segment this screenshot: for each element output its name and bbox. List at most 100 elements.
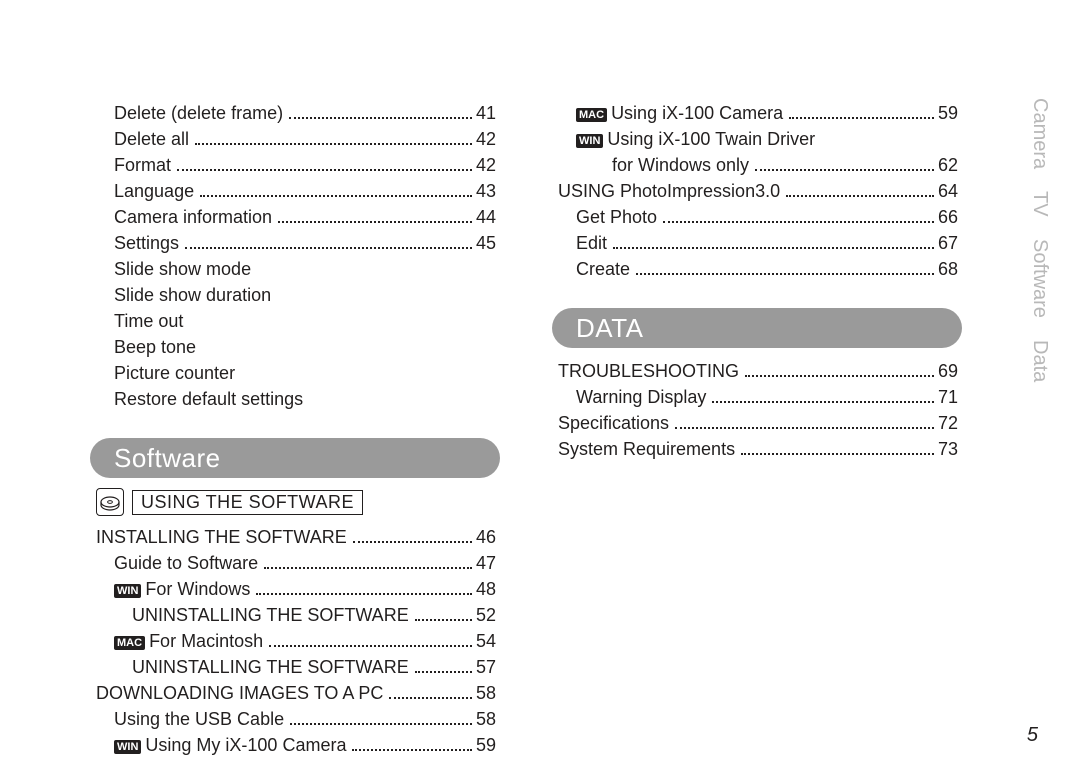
toc-label: MAC Using iX-100 Camera	[576, 100, 783, 126]
toc-row: TROUBLESHOOTING 69	[558, 358, 958, 384]
toc-label: Language	[114, 178, 194, 204]
toc-row: WIN Using My iX-100 Camera 59	[96, 732, 496, 758]
toc-label: Specifications	[558, 410, 669, 436]
section-header-software: Software	[90, 438, 500, 478]
toc-leader	[789, 107, 934, 119]
toc-leader	[352, 739, 472, 751]
toc-page: 69	[938, 358, 958, 384]
toc-page: 54	[476, 628, 496, 654]
toc-page: 73	[938, 436, 958, 462]
toc-leader	[745, 365, 934, 377]
toc-row: for Windows only 62	[558, 152, 958, 178]
toc-row: Language 43	[96, 178, 496, 204]
toc-leader	[289, 107, 472, 119]
section-header-data: DATA	[552, 308, 962, 348]
toc-label: Format	[114, 152, 171, 178]
toc-block-software: INSTALLING THE SOFTWARE 46 Guide to Soft…	[96, 524, 496, 758]
toc-label: WINUsing iX-100 Twain Driver	[576, 126, 815, 152]
toc-leader	[712, 391, 934, 403]
chapter-title: USING THE SOFTWARE	[132, 490, 363, 515]
toc-page: 72	[938, 410, 958, 436]
toc-leader	[200, 185, 472, 197]
toc-leader	[353, 531, 472, 543]
toc-leader	[185, 237, 472, 249]
toc-leader	[663, 211, 934, 223]
toc-label: Edit	[576, 230, 607, 256]
toc-label-text: For Windows	[145, 579, 250, 599]
toc-row: Delete all 42	[96, 126, 496, 152]
toc-row: UNINSTALLING THE SOFTWARE 57	[96, 654, 496, 680]
toc-row: USING PhotoImpression3.0 64	[558, 178, 958, 204]
win-badge-icon: WIN	[114, 740, 141, 754]
toc-row: Camera information 44	[96, 204, 496, 230]
toc-leader	[675, 417, 934, 429]
toc-label: Delete (delete frame)	[114, 100, 283, 126]
toc-block-software-continued: MACUsing iX-100 Camera 59 WINUsing iX-10…	[558, 100, 958, 282]
toc-page: 57	[476, 654, 496, 680]
toc-page: 41	[476, 100, 496, 126]
toc-row: WINFor Windows 48	[96, 576, 496, 602]
toc-row: UNINSTALLING THE SOFTWARE 52	[96, 602, 496, 628]
toc-leader	[741, 443, 934, 455]
toc-row: Delete (delete frame) 41	[96, 100, 496, 126]
toc-label: Guide to Software	[114, 550, 258, 576]
toc-page: 64	[938, 178, 958, 204]
toc-page: 59	[476, 732, 496, 758]
toc-page: 47	[476, 550, 496, 576]
toc-page: 44	[476, 204, 496, 230]
toc-page: 68	[938, 256, 958, 282]
toc-label: MAC For Macintosh	[114, 628, 263, 654]
toc-row: Settings 45	[96, 230, 496, 256]
toc-leader	[264, 557, 472, 569]
toc-page: 67	[938, 230, 958, 256]
win-badge-icon: WIN	[114, 584, 141, 598]
section-title: DATA	[552, 313, 643, 344]
toc-row: INSTALLING THE SOFTWARE 46	[96, 524, 496, 550]
toc-page: 42	[476, 126, 496, 152]
mac-badge-icon: MAC	[576, 108, 607, 122]
toc-row: Format 42	[96, 152, 496, 178]
toc-subitem: Slide show mode	[96, 256, 496, 282]
toc-page: 52	[476, 602, 496, 628]
toc-label-text: Using My iX-100 Camera	[145, 735, 346, 755]
toc-page: 43	[476, 178, 496, 204]
toc-leader	[290, 713, 472, 725]
toc-label-text: For Macintosh	[149, 631, 263, 651]
toc-label-text: Using iX-100 Camera	[611, 103, 783, 123]
toc-label: UNINSTALLING THE SOFTWARE	[132, 602, 409, 628]
toc-row: Guide to Software 47	[96, 550, 496, 576]
toc-row: Create 68	[558, 256, 958, 282]
page-number: 5	[1027, 724, 1038, 747]
side-tabs: Camera TV Software Data	[1028, 92, 1060, 388]
toc-label: TROUBLESHOOTING	[558, 358, 739, 384]
toc-leader	[415, 661, 472, 673]
page: Delete (delete frame) 41 Delete all 42 F…	[0, 0, 1080, 765]
toc-label: System Requirements	[558, 436, 735, 462]
tab-software: Software	[1028, 233, 1051, 324]
toc-leader	[613, 237, 934, 249]
chapter-row-software: USING THE SOFTWARE	[96, 488, 496, 516]
toc-label: USING PhotoImpression3.0	[558, 178, 780, 204]
tab-camera: Camera	[1028, 92, 1051, 175]
toc-row: Specifications 72	[558, 410, 958, 436]
toc-leader	[636, 263, 934, 275]
toc-page: 45	[476, 230, 496, 256]
toc-row: System Requirements 73	[558, 436, 958, 462]
cd-icon	[96, 488, 124, 516]
toc-page: 71	[938, 384, 958, 410]
toc-leader	[278, 211, 472, 223]
toc-page: 46	[476, 524, 496, 550]
toc-subitem: Picture counter	[96, 360, 496, 386]
toc-row: MACUsing iX-100 Camera 59	[558, 100, 958, 126]
toc-label: Using the USB Cable	[114, 706, 284, 732]
toc-label: for Windows only	[612, 152, 749, 178]
toc-leader	[755, 159, 934, 171]
toc-row: WINUsing iX-100 Twain Driver	[558, 126, 958, 152]
toc-row: Edit 67	[558, 230, 958, 256]
mac-badge-icon: MAC	[114, 636, 145, 650]
toc-label: UNINSTALLING THE SOFTWARE	[132, 654, 409, 680]
toc-block-data: TROUBLESHOOTING 69 Warning Display 71 Sp…	[558, 358, 958, 462]
tab-data: Data	[1028, 334, 1051, 388]
toc-label-text: Using iX-100 Twain Driver	[607, 129, 815, 149]
toc-label: DOWNLOADING IMAGES TO A PC	[96, 680, 383, 706]
